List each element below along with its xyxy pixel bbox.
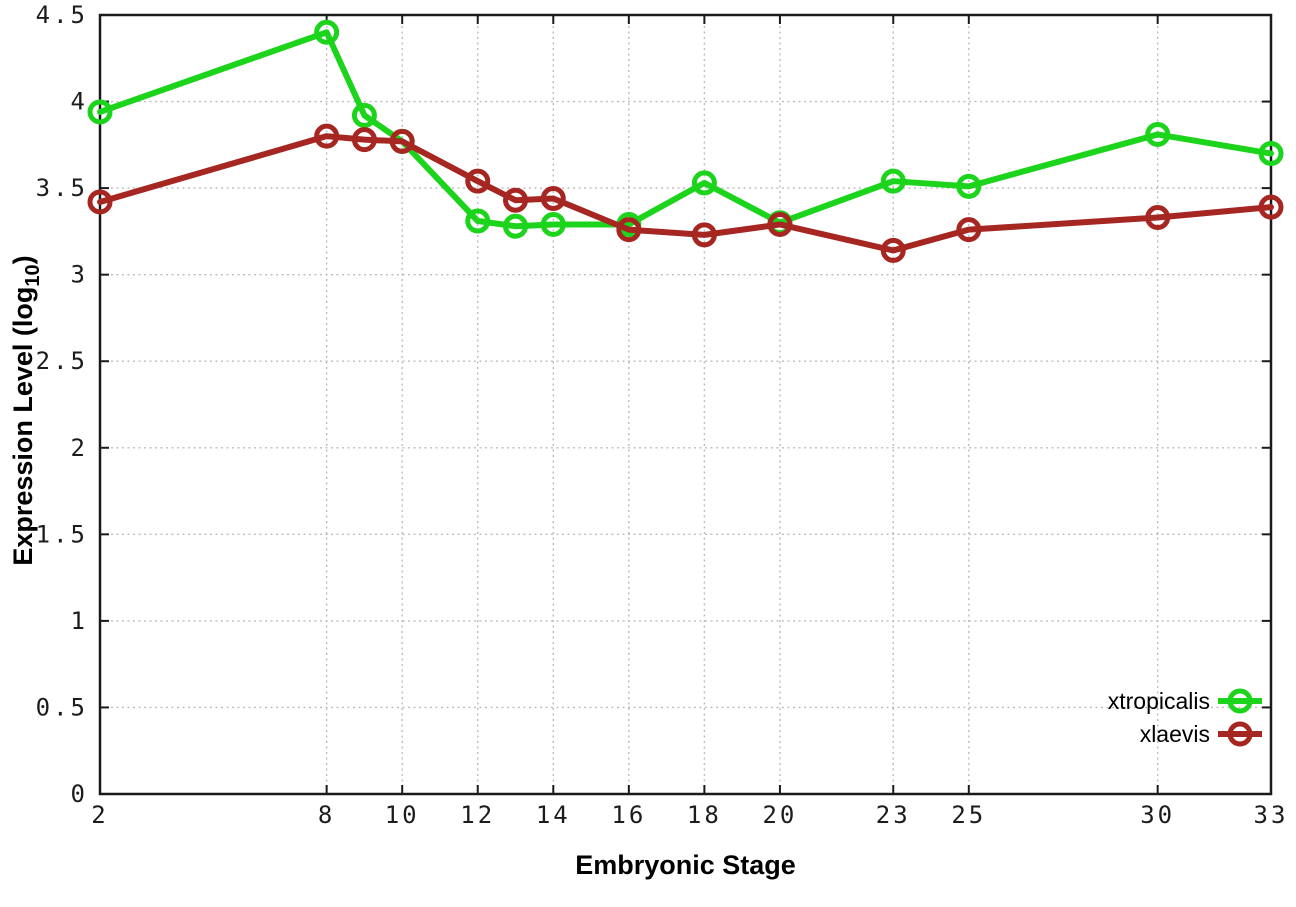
data-point-xtropicalis — [1145, 121, 1171, 147]
data-point-xlaevis — [1145, 205, 1171, 231]
x-tick-label: 14 — [536, 801, 571, 829]
x-tick-label: 30 — [1140, 801, 1175, 829]
data-point-xtropicalis — [503, 213, 529, 239]
x-tick-label: 16 — [611, 801, 646, 829]
data-point-xlaevis — [880, 237, 906, 263]
legend-label-xtropicalis: xtropicalis — [1108, 688, 1210, 714]
x-tick-label: 20 — [762, 801, 797, 829]
legend-marker-xtropicalis — [1227, 688, 1253, 714]
series-xtropicalis — [87, 19, 1284, 239]
y-tick-label: 1 — [71, 607, 88, 635]
plot-border — [98, 13, 1273, 796]
data-point-xlaevis — [503, 187, 529, 213]
gridlines — [100, 15, 1271, 794]
x-tick-label: 12 — [460, 801, 495, 829]
data-point-xtropicalis — [540, 211, 566, 237]
x-tick-labels: 2 8 10 12 14 16 18 20 23 25 30 33 — [91, 801, 1289, 829]
data-point-xlaevis — [389, 128, 415, 154]
y-tick-label: 2.5 — [36, 347, 88, 375]
x-tick-label: 23 — [876, 801, 911, 829]
x-axis-title: Embryonic Stage — [575, 850, 796, 880]
y-tick-labels: 0 0.5 1 1.5 2 2.5 3 3.5 4 4.5 — [36, 1, 88, 808]
y-tick-label: 3.5 — [36, 174, 88, 202]
data-point-xlaevis — [767, 211, 793, 237]
legend-marker-xlaevis — [1227, 721, 1253, 747]
data-point-xtropicalis — [465, 208, 491, 234]
data-point-xlaevis — [314, 123, 340, 149]
legend: xtropicalis xlaevis — [1108, 688, 1262, 747]
y-tick-label: 0.5 — [36, 693, 88, 721]
data-point-xtropicalis — [880, 168, 906, 194]
data-point-xtropicalis — [691, 170, 717, 196]
data-point-xlaevis — [540, 185, 566, 211]
data-point-xtropicalis — [351, 102, 377, 128]
x-tick-label: 33 — [1254, 801, 1289, 829]
x-tick-label: 2 — [91, 801, 108, 829]
data-point-xlaevis — [87, 189, 113, 215]
data-point-xlaevis — [691, 222, 717, 248]
data-point-xtropicalis — [1258, 140, 1284, 166]
data-point-xlaevis — [1258, 194, 1284, 220]
y-tick-label: 2 — [71, 434, 88, 462]
series-line-xtropicalis — [97, 29, 1274, 230]
y-axis-title: Expression Level (log10) — [8, 255, 44, 565]
series-xlaevis — [87, 123, 1284, 263]
data-point-xlaevis — [956, 217, 982, 243]
x-tick-label: 8 — [318, 801, 335, 829]
x-tick-label: 25 — [951, 801, 986, 829]
x-tick-label: 18 — [687, 801, 722, 829]
data-point-xlaevis — [351, 127, 377, 153]
data-point-xtropicalis — [87, 99, 113, 125]
data-point-xlaevis — [465, 168, 491, 194]
data-point-xtropicalis — [956, 173, 982, 199]
y-tick-label: 1.5 — [36, 520, 88, 548]
y-tick-label: 4 — [71, 88, 88, 116]
y-tick-label: 3 — [71, 261, 88, 289]
data-point-xtropicalis — [314, 19, 340, 45]
y-tick-label: 0 — [71, 780, 88, 808]
data-point-xlaevis — [616, 217, 642, 243]
series-line-xlaevis — [97, 133, 1274, 254]
axis-ticks — [99, 14, 1272, 795]
legend-label-xlaevis: xlaevis — [1140, 721, 1210, 747]
y-tick-label: 4.5 — [36, 1, 88, 29]
x-tick-label: 10 — [385, 801, 420, 829]
